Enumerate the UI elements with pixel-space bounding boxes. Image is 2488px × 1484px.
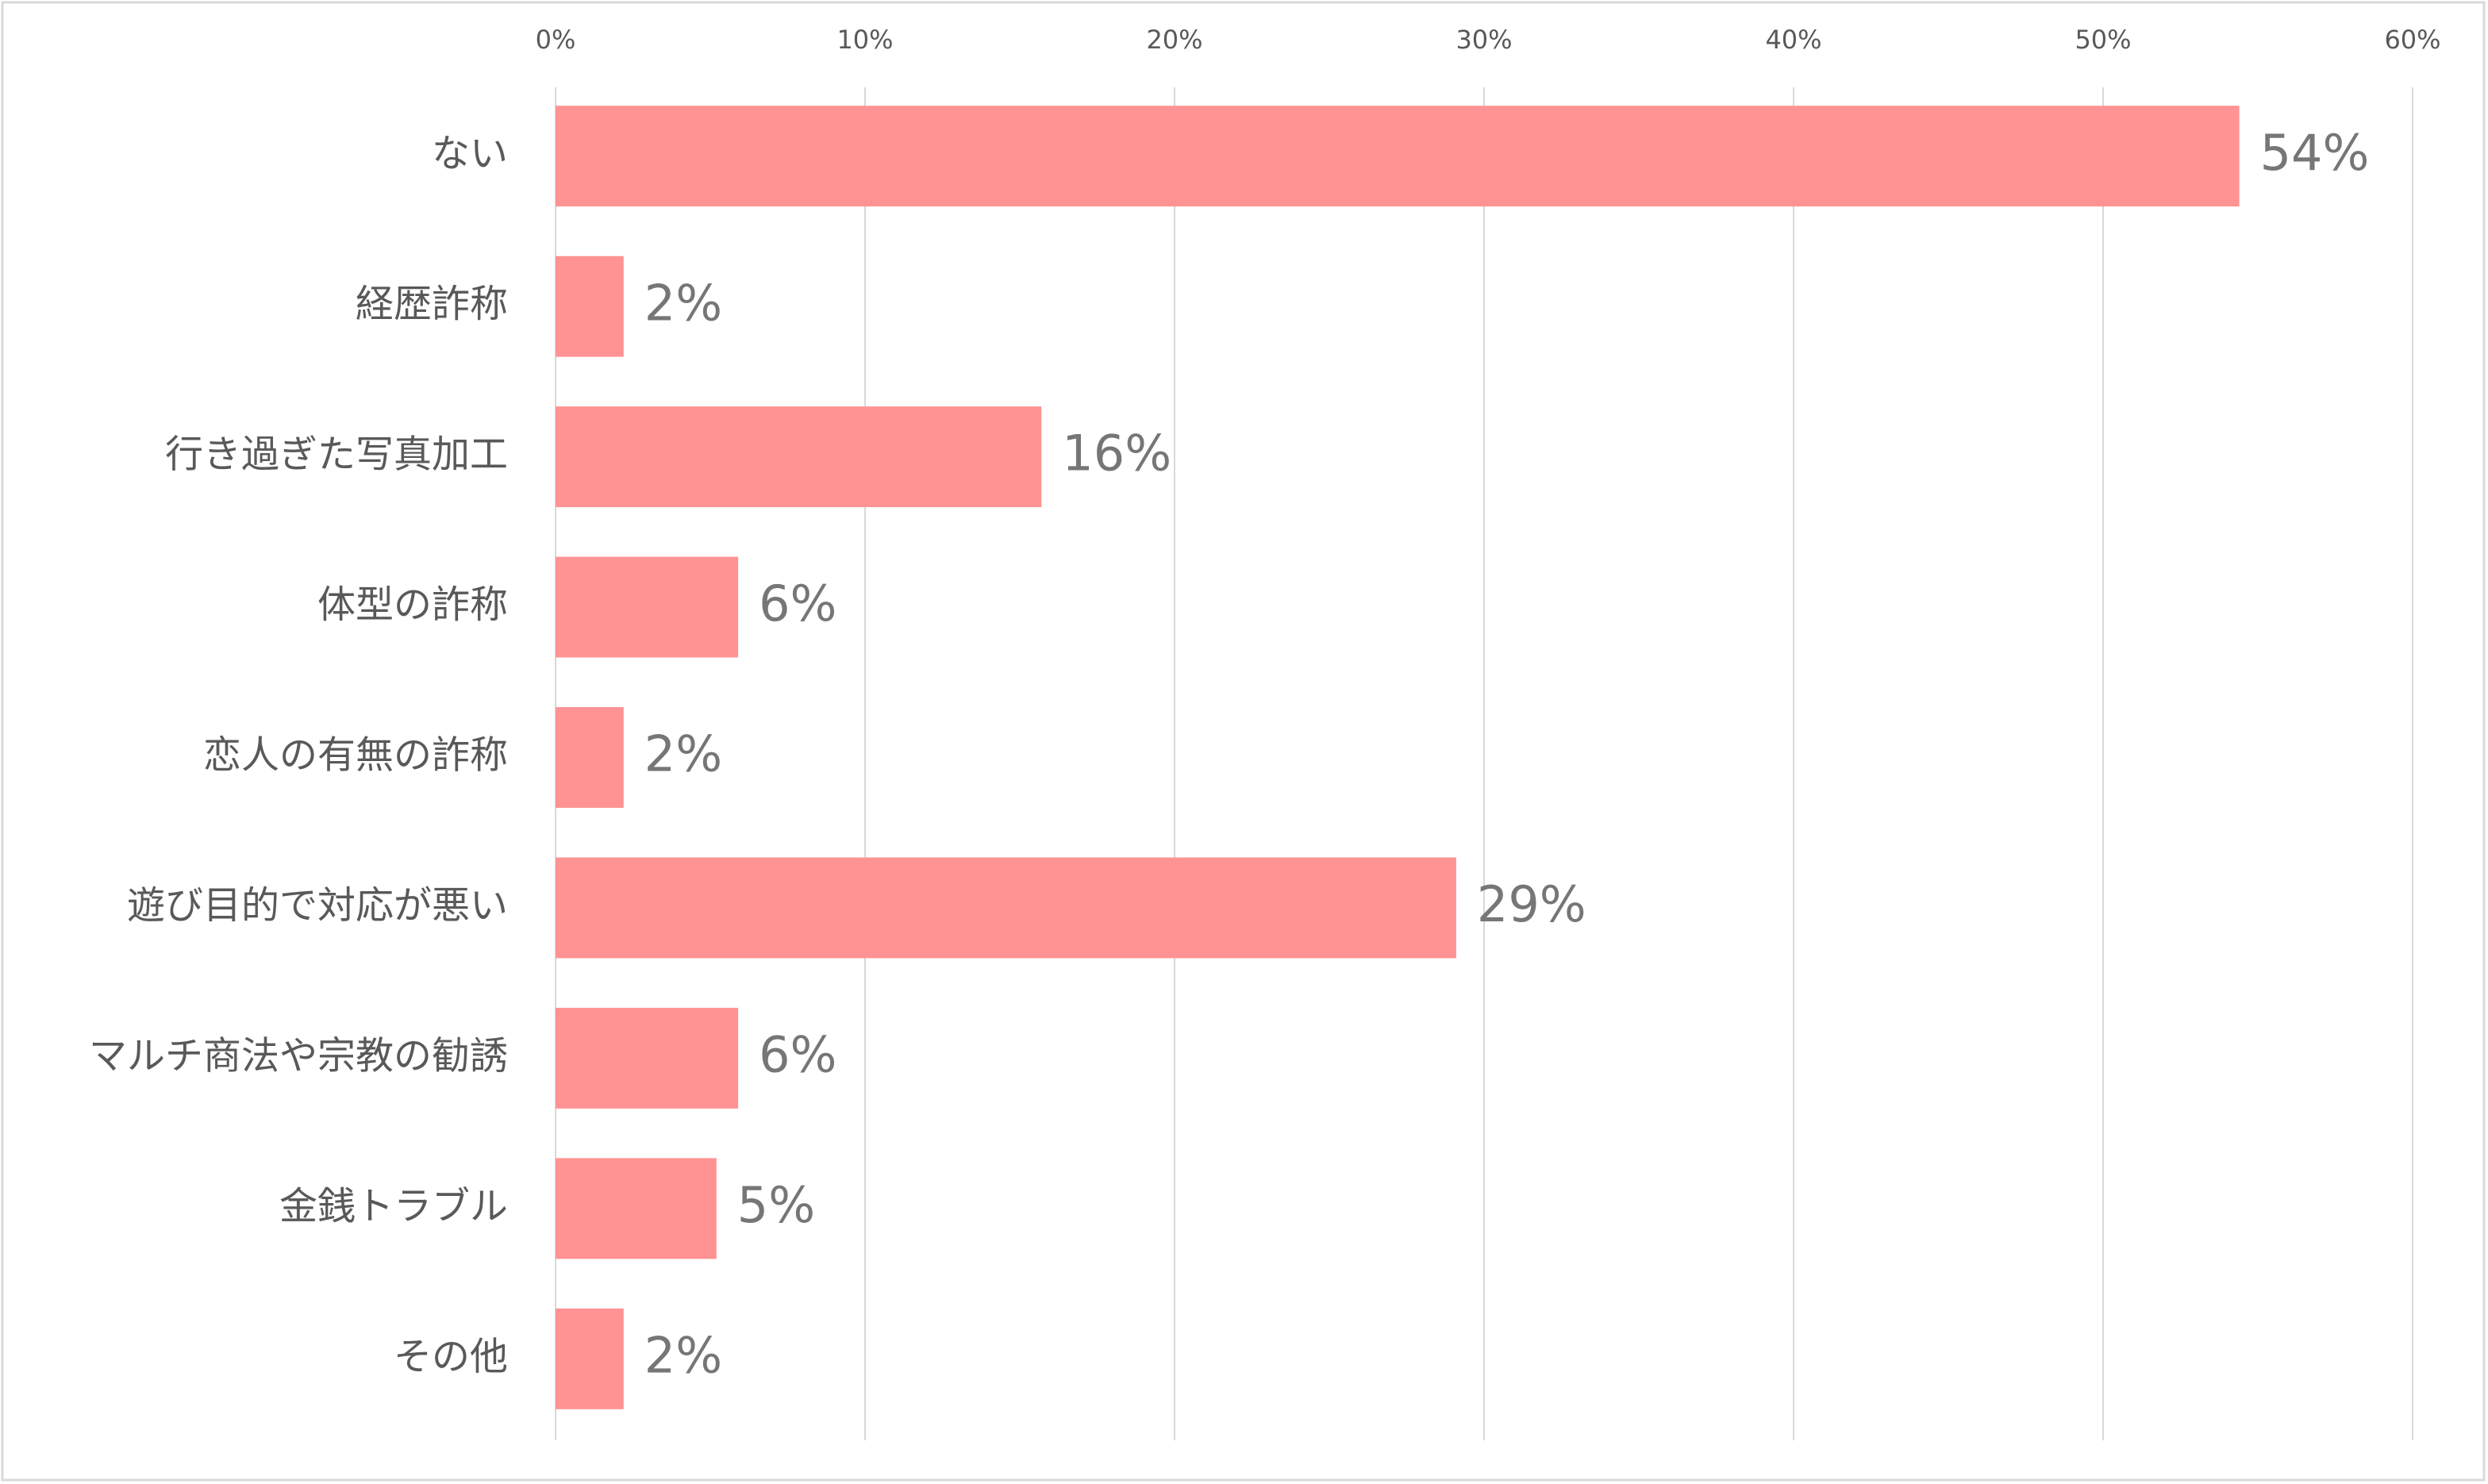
- bar: [556, 1007, 739, 1109]
- y-tick-label: 遊び目的で対応が悪い: [127, 883, 508, 928]
- data-label: 16%: [1062, 425, 1171, 482]
- y-tick-label: 体型の詐称: [317, 582, 508, 627]
- x-tick-label: 20%: [1146, 25, 1202, 55]
- y-tick-label: 経歴詐称: [356, 282, 508, 326]
- bar: [556, 707, 624, 808]
- x-tick-label: 50%: [2075, 25, 2131, 55]
- data-label: 2%: [644, 274, 722, 332]
- y-tick-label: ない: [432, 132, 508, 176]
- data-label: 2%: [644, 725, 722, 783]
- bar: [556, 256, 624, 357]
- x-tick-label: 0%: [536, 25, 576, 55]
- y-tick-label: 金銭トラブル: [279, 1184, 508, 1228]
- y-tick-label: 行き過ぎた写真加工: [165, 433, 508, 477]
- x-tick-label: 10%: [836, 25, 893, 55]
- data-label: 6%: [759, 575, 836, 632]
- bar: [556, 857, 1456, 959]
- bar: [556, 556, 739, 658]
- y-tick-label: その他: [394, 1334, 508, 1378]
- data-label: 29%: [1477, 875, 1586, 933]
- bar: [556, 1158, 717, 1259]
- x-tick-label: 40%: [1765, 25, 1821, 55]
- data-label: 6%: [759, 1025, 836, 1083]
- bar: [556, 406, 1042, 508]
- x-tick-label: 60%: [2384, 25, 2440, 55]
- data-label: 2%: [644, 1326, 722, 1384]
- data-label: 5%: [737, 1176, 815, 1234]
- x-tick-label: 30%: [1455, 25, 1512, 55]
- bar: [556, 1308, 624, 1409]
- data-label: 54%: [2260, 124, 2370, 182]
- y-tick-label: マルチ商法や宗教の勧誘: [89, 1033, 508, 1078]
- y-tick-label: 恋人の有無の詐称: [203, 733, 508, 778]
- bar: [556, 106, 2240, 207]
